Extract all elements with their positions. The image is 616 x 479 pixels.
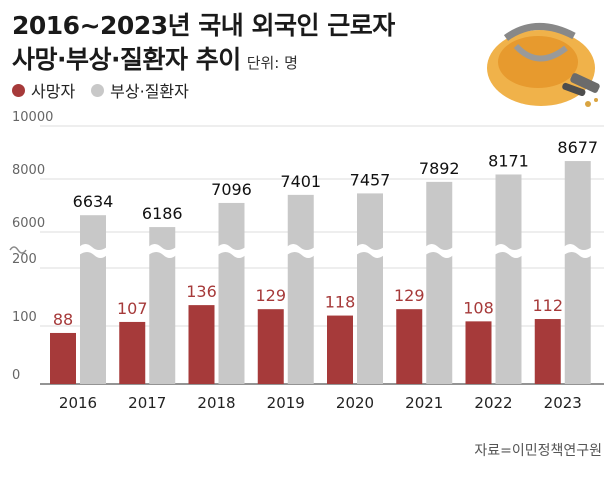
x-tick-label-2019: 2019: [267, 394, 305, 412]
y-tick-label: 10000: [12, 110, 53, 125]
y-tick-label: 8000: [12, 163, 45, 178]
x-tick-label-2021: 2021: [405, 394, 443, 412]
bar-injuries-2022: [495, 174, 522, 384]
bar-deaths-2018: [188, 305, 215, 384]
x-tick-label-2020: 2020: [336, 394, 374, 412]
bar-break-2023: [563, 244, 592, 258]
x-tick-label-2023: 2023: [544, 394, 582, 412]
data-label-injuries-2018: 7096: [211, 180, 252, 199]
x-tick-label-2022: 2022: [474, 394, 512, 412]
x-tick-label-2018: 2018: [197, 394, 235, 412]
data-label-deaths-2020: 118: [325, 293, 356, 312]
data-label-injuries-2020: 7457: [350, 170, 391, 189]
chart-subtitle: 사망·부상·질환자 추이 단위: 명: [12, 40, 298, 76]
legend-item-injuries: 부상·질환자: [91, 78, 189, 102]
data-label-injuries-2023: 8677: [557, 138, 598, 157]
bar-break-2018: [217, 244, 246, 258]
data-label-injuries-2022: 8171: [488, 151, 529, 170]
bar-deaths-2017: [119, 321, 146, 384]
bar-injuries-2016: [80, 215, 106, 384]
data-label-deaths-2023: 112: [532, 296, 563, 315]
legend-label-deaths: 사망자: [31, 82, 76, 101]
bar-injuries-2021: [426, 181, 453, 384]
chart-title: 2016~2023년 국내 외국인 근로자: [12, 11, 395, 40]
legend-swatch-deaths: [12, 83, 25, 97]
hard-hat-icon: [487, 23, 600, 107]
y-tick-label: 0: [12, 368, 20, 383]
bar-break-2017: [148, 244, 177, 258]
data-label-deaths-2022: 108: [463, 298, 494, 317]
axis-break-mark: [9, 246, 27, 254]
bar-injuries-2018: [218, 202, 245, 384]
bar-deaths-2019: [257, 309, 284, 384]
data-label-deaths-2018: 136: [186, 282, 217, 301]
bar-break-2020: [356, 244, 384, 258]
y-tick-label: 6000: [12, 216, 45, 231]
bar-deaths-2021: [396, 309, 423, 384]
data-label-deaths-2021: 129: [394, 286, 425, 305]
x-tick-label-2016: 2016: [59, 394, 97, 412]
data-label-deaths-2016: 88: [53, 310, 73, 329]
legend-item-deaths: 사망자: [12, 78, 75, 102]
bar-deaths-2023: [534, 319, 561, 384]
bar-injuries-2019: [287, 194, 314, 384]
data-label-deaths-2017: 107: [117, 299, 148, 318]
data-label-injuries-2017: 6186: [142, 204, 183, 223]
chart-subtitle-text: 사망·부상·질환자 추이: [12, 45, 241, 74]
y-tick-label: 200: [12, 252, 37, 267]
data-label-injuries-2021: 7892: [419, 159, 460, 178]
legend-swatch-injuries: [91, 83, 105, 97]
legend-label-injuries: 부상·질환자: [110, 82, 189, 101]
bar-break-2019: [286, 244, 315, 258]
bar-injuries-2020: [357, 193, 383, 384]
bar-break-2022: [494, 244, 523, 258]
data-label-injuries-2016: 6634: [73, 192, 114, 211]
bar-deaths-2016: [50, 332, 76, 384]
unit-label: 단위: 명: [246, 54, 298, 72]
bar-break-2016: [79, 244, 107, 258]
bar-injuries-2023: [564, 161, 591, 384]
source-note: 자료=이민정책연구원: [474, 443, 602, 459]
bar-deaths-2022: [465, 321, 492, 384]
bar-deaths-2020: [327, 315, 353, 384]
data-label-injuries-2019: 7401: [280, 172, 321, 191]
data-label-deaths-2019: 129: [255, 286, 286, 305]
legend: 사망자 부상·질환자: [12, 78, 205, 102]
bar-break-2021: [425, 244, 454, 258]
y-tick-label: 100: [12, 310, 37, 325]
x-tick-label-2017: 2017: [128, 394, 166, 412]
